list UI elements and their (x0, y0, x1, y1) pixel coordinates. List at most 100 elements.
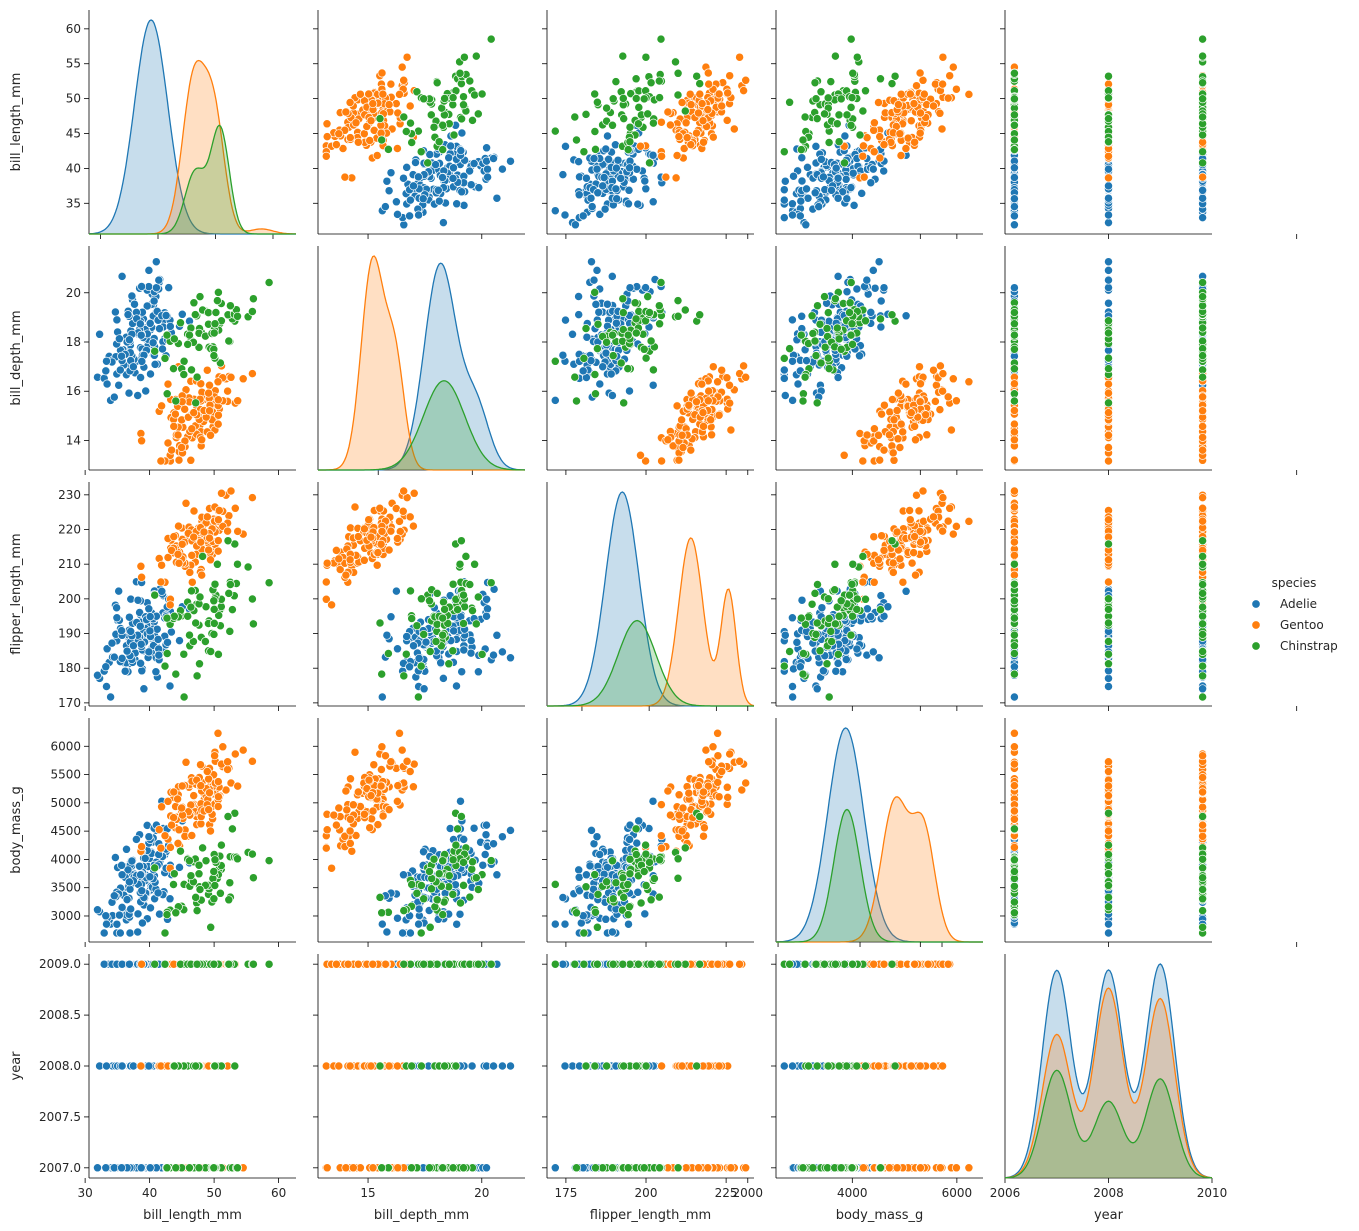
point-gentoo (395, 728, 404, 738)
point-chinstrap (1198, 602, 1208, 612)
point-chinstrap (1198, 278, 1208, 287)
point-gentoo (187, 550, 197, 560)
panel-flipper_length_mm-vs-year (919, 482, 1298, 711)
point-chinstrap (190, 310, 200, 320)
point-chinstrap (816, 87, 826, 97)
point-chinstrap (192, 906, 202, 916)
point-adelie (438, 673, 448, 683)
point-chinstrap (855, 130, 865, 140)
point-adelie (595, 209, 605, 219)
point-adelie (153, 634, 163, 644)
point-chinstrap (160, 353, 170, 363)
point-adelie (140, 853, 150, 863)
point-gentoo (346, 523, 355, 533)
point-chinstrap (1104, 649, 1113, 659)
point-adelie (879, 166, 889, 176)
point-adelie (405, 662, 415, 672)
point-chinstrap (1198, 94, 1208, 104)
point-adelie (382, 630, 392, 640)
point-gentoo (392, 796, 402, 806)
point-gentoo (137, 436, 147, 446)
point-gentoo (945, 71, 955, 81)
point-gentoo (345, 555, 355, 565)
point-adelie (812, 684, 822, 694)
point-gentoo (351, 118, 361, 128)
point-adelie (126, 904, 136, 914)
point-chinstrap (150, 863, 160, 873)
point-gentoo (402, 756, 412, 766)
point-adelie (455, 909, 465, 919)
point-adelie (833, 658, 843, 668)
point-adelie (1104, 265, 1113, 275)
point-gentoo (408, 521, 418, 531)
point-chinstrap (1009, 110, 1019, 120)
point-gentoo (334, 803, 344, 813)
point-chinstrap (224, 336, 234, 346)
point-adelie (130, 299, 139, 309)
point-chinstrap (815, 646, 825, 656)
point-gentoo (204, 545, 214, 555)
point-adelie (136, 330, 146, 340)
point-gentoo (1009, 379, 1019, 389)
point-chinstrap (633, 119, 643, 129)
point-adelie (382, 927, 392, 937)
point-gentoo (694, 108, 703, 118)
point-adelie (112, 613, 122, 623)
point-chinstrap (1009, 135, 1019, 145)
point-chinstrap (846, 630, 856, 640)
point-chinstrap (459, 619, 468, 628)
point-chinstrap (179, 356, 189, 366)
point-chinstrap (448, 93, 458, 103)
point-chinstrap (1198, 147, 1208, 157)
point-adelie (117, 902, 127, 912)
point-gentoo (196, 781, 206, 791)
point-gentoo (213, 546, 223, 556)
point-chinstrap (625, 137, 635, 147)
point-gentoo (656, 117, 666, 127)
point-adelie (795, 211, 805, 221)
point-adelie (792, 637, 802, 647)
point-gentoo (386, 526, 396, 536)
point-chinstrap (209, 328, 219, 338)
point-gentoo (1104, 456, 1113, 466)
point-gentoo (877, 531, 887, 541)
point-adelie (1104, 193, 1113, 203)
point-gentoo (884, 430, 894, 440)
point-gentoo (189, 408, 199, 418)
point-adelie (818, 172, 828, 182)
point-chinstrap (1009, 120, 1019, 130)
point-adelie (497, 832, 507, 842)
point-chinstrap (1009, 669, 1019, 679)
point-gentoo (136, 429, 146, 438)
point-adelie (624, 185, 634, 195)
y-tick-label: 200 (58, 592, 81, 606)
y-tick-label: 180 (58, 661, 81, 675)
point-chinstrap (671, 57, 680, 67)
point-gentoo (663, 107, 673, 117)
point-chinstrap (216, 840, 226, 850)
point-chinstrap (169, 880, 178, 889)
point-chinstrap (1009, 596, 1019, 606)
point-adelie (1104, 682, 1113, 691)
point-adelie (449, 163, 458, 173)
point-chinstrap (592, 344, 602, 354)
point-gentoo (329, 810, 339, 820)
point-chinstrap (779, 147, 789, 157)
point-adelie (115, 928, 125, 938)
point-adelie (154, 650, 164, 660)
point-chinstrap (1198, 647, 1208, 656)
point-chinstrap (171, 396, 181, 406)
point-adelie (124, 335, 134, 345)
point-adelie (788, 210, 797, 220)
point-chinstrap (887, 79, 897, 89)
point-adelie (438, 173, 447, 182)
point-adelie (469, 823, 479, 833)
point-chinstrap (1009, 344, 1019, 354)
point-chinstrap (608, 351, 618, 361)
point-adelie (153, 888, 163, 898)
point-chinstrap (887, 536, 897, 546)
point-gentoo (858, 577, 868, 587)
point-gentoo (937, 124, 947, 134)
point-gentoo (686, 445, 696, 455)
